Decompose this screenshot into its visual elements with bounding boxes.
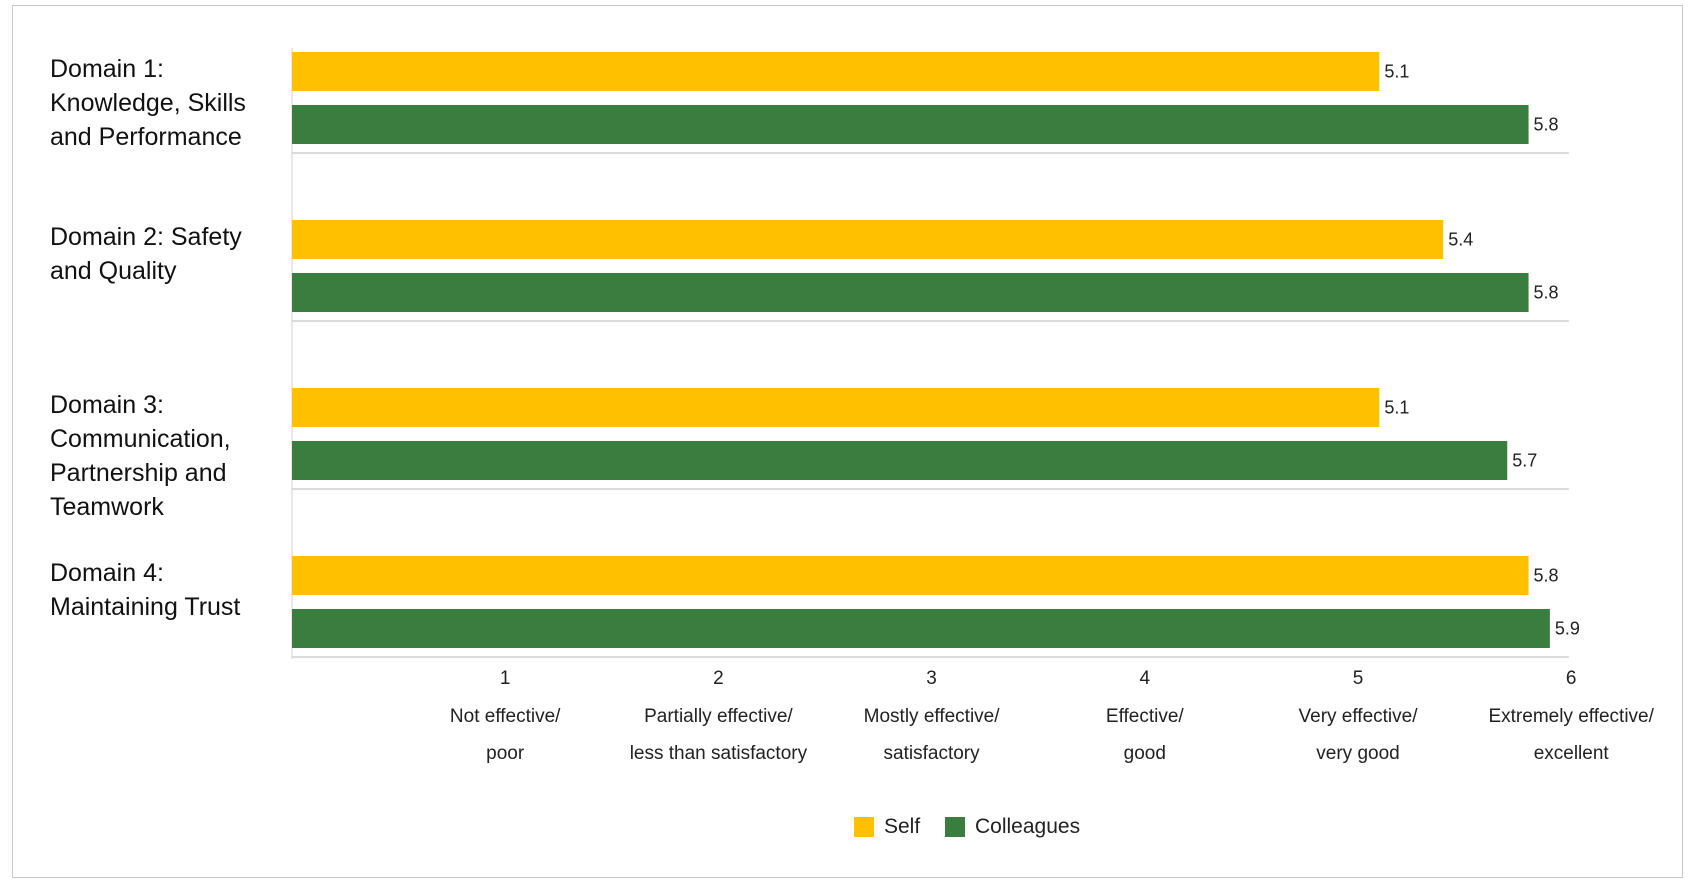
category-label-line: Teamwork [50,493,164,521]
x-tick-label: 3 [926,668,937,689]
x-tick-description: good [1124,743,1166,764]
bar-colleagues [292,273,1529,312]
bar-value-label: 5.1 [1384,62,1409,82]
bar-self [292,220,1444,259]
x-tick-description: poor [486,743,525,764]
category-label-line: Partnership and [50,459,227,487]
bar-self [292,556,1529,595]
bar-value-label: 5.7 [1512,451,1537,471]
category-label-line: Knowledge, Skills [50,89,246,117]
category-label-line: and Performance [50,123,242,151]
x-tick-description: Partially effective/ [644,706,793,727]
bar-colleagues [292,105,1529,144]
bar-value-label: 5.1 [1384,398,1409,418]
x-tick-description: less than satisfactory [630,743,808,764]
x-tick-description: very good [1316,743,1399,764]
category-label-line: and Quality [50,257,177,285]
bar-self [292,52,1380,91]
category-label-line: Domain 1: [50,55,164,83]
x-tick-label: 4 [1140,668,1151,689]
x-tick-description: Effective/ [1106,706,1185,727]
legend-label-colleagues: Colleagues [975,815,1080,838]
x-tick-description: satisfactory [884,743,981,764]
legend-swatch-self [854,817,874,837]
bar-colleagues [292,609,1550,648]
category-label-line: Domain 4: [50,559,164,587]
legend-label-self: Self [884,815,920,838]
x-tick-description: Mostly effective/ [864,706,1001,727]
bar-value-label: 5.4 [1448,230,1473,250]
legend-swatch-colleagues [945,817,965,837]
x-tick-description: Not effective/ [450,706,561,727]
x-tick-description: excellent [1534,743,1610,764]
x-tick-label: 2 [713,668,724,689]
bar-value-label: 5.8 [1534,566,1559,586]
category-label-line: Domain 3: [50,391,164,419]
bar-value-label: 5.8 [1534,115,1559,135]
x-tick-description: Extremely effective/ [1488,706,1654,727]
x-tick-label: 6 [1566,668,1577,689]
x-tick-description: Very effective/ [1299,706,1419,727]
x-tick-label: 1 [500,668,511,689]
bar-self [292,388,1380,427]
bar-value-label: 5.8 [1534,283,1559,303]
category-label-line: Domain 2: Safety [50,223,242,251]
category-label-line: Maintaining Trust [50,593,240,621]
chart-frame [12,5,1683,878]
x-tick-label: 5 [1353,668,1364,689]
bar-value-label: 5.9 [1555,619,1580,639]
category-label-line: Communication, [50,425,231,453]
bar-colleagues [292,441,1508,480]
